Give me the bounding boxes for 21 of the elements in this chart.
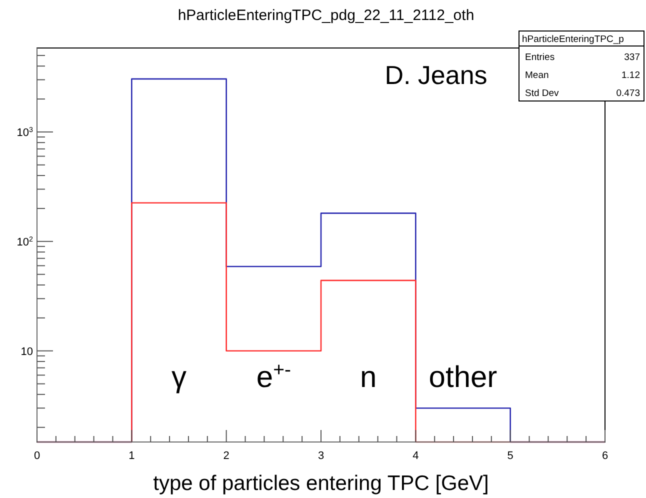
annotation: e$^{+-}$: [256, 359, 291, 394]
text: Mean 1.12: [525, 70, 640, 81]
x-tick-label: 3: [318, 450, 324, 462]
x-tick-label: 1: [128, 450, 135, 462]
y-tick-label: 10$^{3}$: [16, 126, 34, 139]
x-tick-label: 6: [602, 450, 608, 462]
annotation: γ: [172, 361, 186, 394]
x-tick-label: 0: [34, 450, 40, 462]
x-tick-label: 2: [223, 450, 230, 462]
annotation: n: [360, 361, 377, 394]
x-tick-label: 5: [507, 450, 514, 462]
annotation: other: [428, 361, 498, 394]
x-tick-label: 4: [412, 450, 419, 462]
annotation: D. Jeans: [384, 60, 488, 90]
text: Entries 337: [525, 52, 640, 63]
y-tick-label: 10$^{2}$: [16, 235, 34, 248]
text: Std Dev 0.473: [525, 88, 640, 99]
chart-title: hParticleEnteringTPC_pdg_22_11_2112_oth: [178, 7, 474, 24]
x-axis-title: type of particles entering TPC [GeV]: [153, 472, 489, 495]
text: hParticleEnteringTPC_p: [522, 34, 624, 45]
y-tick-label: 10: [20, 346, 33, 358]
